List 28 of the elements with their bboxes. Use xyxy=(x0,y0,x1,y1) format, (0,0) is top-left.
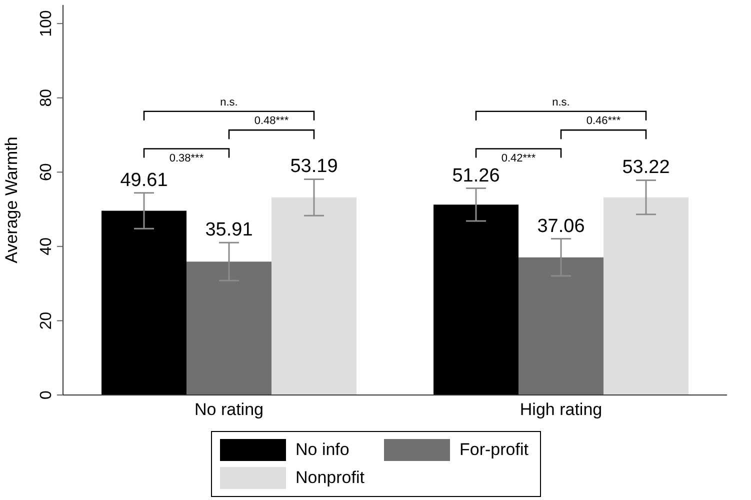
annotation: 0.42*** xyxy=(501,152,536,165)
significance-bracket: 0.38*** xyxy=(143,148,230,165)
x-tick-label: No rating xyxy=(194,400,264,420)
data-label: 51.26 xyxy=(452,165,500,186)
y-tick-label: 100 xyxy=(38,10,55,37)
legend-label: Nonprofit xyxy=(296,468,366,488)
y-tick-label: 0 xyxy=(38,390,55,400)
data-label: 35.91 xyxy=(205,220,253,241)
y-tick-label: 80 xyxy=(38,88,55,107)
significance-bracket: 0.42*** xyxy=(475,148,562,165)
significance-bracket: 0.46*** xyxy=(560,115,647,140)
data-label: 53.19 xyxy=(290,156,338,178)
annotation: 0.46*** xyxy=(586,115,622,128)
y-axis-title: Average Warmth xyxy=(2,136,22,264)
data-label: 37.06 xyxy=(537,216,585,237)
y-tick-label: 20 xyxy=(38,312,55,330)
significance-bracket: 0.48*** xyxy=(228,115,315,140)
annotation: 0.38*** xyxy=(169,152,204,165)
annotation: 0.48*** xyxy=(254,115,290,128)
data-label: 49.61 xyxy=(120,170,168,191)
legend-label: For-profit xyxy=(460,440,530,460)
annotation: n.s. xyxy=(552,96,570,108)
data-label: 53.22 xyxy=(622,157,670,178)
x-tick-label: High rating xyxy=(520,400,602,420)
y-tick-label: 60 xyxy=(38,163,55,182)
annotation: n.s. xyxy=(220,96,238,108)
y-tick-label: 40 xyxy=(38,237,55,256)
legend-label: No info xyxy=(296,440,350,460)
